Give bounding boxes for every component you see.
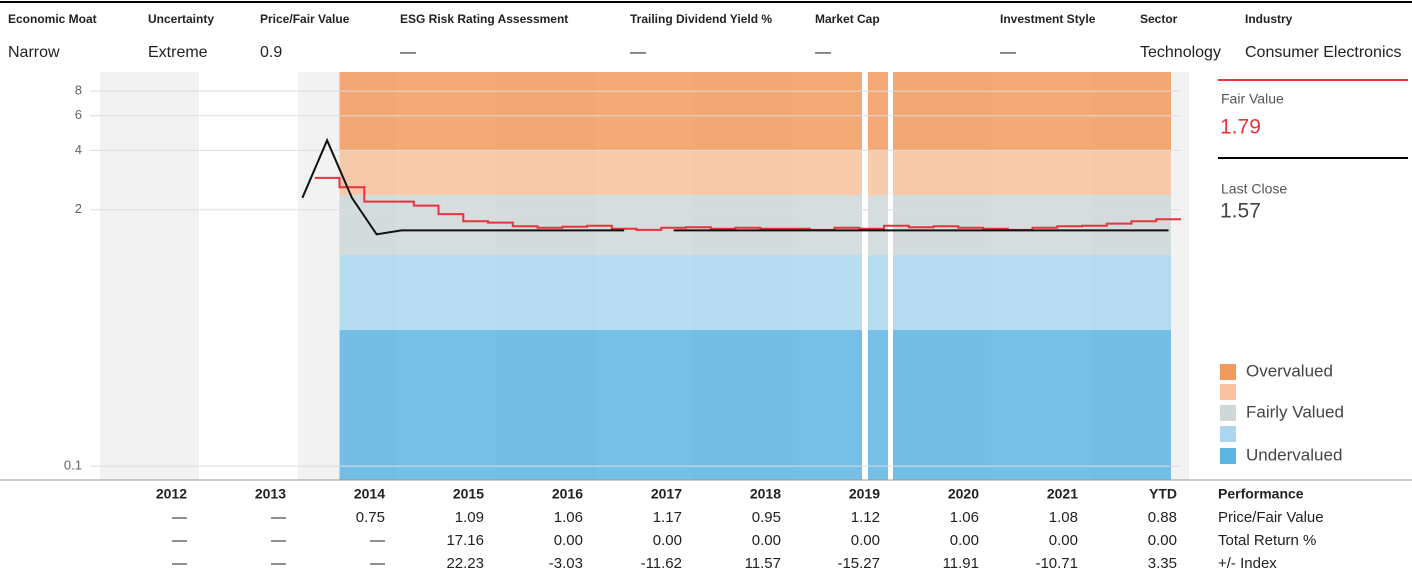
table-cell: — (370, 555, 385, 572)
header-label: Uncertainty (148, 12, 214, 26)
table-cell: -15.27 (837, 555, 880, 572)
table-cell: — (172, 532, 187, 549)
table-cell: -10.71 (1035, 555, 1078, 572)
legend-label: Fairly Valued (1246, 402, 1344, 421)
header-label: Price/Fair Value (260, 12, 350, 26)
valuation-band (339, 255, 1171, 330)
table-cell: 11.91 (943, 555, 979, 572)
header-value: — (1000, 44, 1016, 61)
year-label: 2016 (552, 486, 583, 502)
table-cell: 0.00 (752, 532, 781, 549)
series-line (301, 137, 1169, 236)
table-cell: — (271, 532, 286, 549)
year-label: 2019 (849, 486, 880, 502)
table-cell: — (271, 555, 286, 572)
table-cell: 0.00 (1148, 532, 1177, 549)
table-cell: — (172, 555, 187, 572)
header-label: Economic Moat (8, 12, 97, 26)
y-tick-label: 0.1 (64, 458, 82, 473)
table-cell: 0.95 (752, 509, 781, 526)
table-cell: 0.00 (950, 532, 979, 549)
last-close-label: Last Close (1221, 181, 1287, 197)
year-label: 2014 (354, 486, 385, 502)
valuation-band (339, 72, 1171, 150)
year-label: 2012 (156, 486, 187, 502)
row-label: Total Return % (1218, 532, 1316, 549)
header-label: Sector (1140, 12, 1178, 26)
table-cell: 17.16 (446, 532, 484, 549)
valuation-band (339, 195, 1171, 255)
header-value: Extreme (148, 44, 208, 61)
legend-label: Overvalued (1246, 361, 1333, 380)
legend-swatch (1220, 384, 1236, 400)
fair-value-value: 1.79 (1220, 116, 1261, 139)
table-cell: 22.23 (446, 555, 484, 572)
header-label: Trailing Dividend Yield % (630, 12, 772, 26)
legend-swatch (1220, 405, 1236, 421)
table-cell: 1.12 (851, 509, 880, 526)
y-tick-label: 2 (75, 201, 82, 216)
table-cell: 0.00 (554, 532, 583, 549)
year-label: 2021 (1047, 486, 1078, 502)
legend-swatch (1220, 448, 1236, 464)
header-label: ESG Risk Rating Assessment (400, 12, 568, 26)
header-value: Narrow (8, 44, 60, 61)
year-label: 2013 (255, 486, 286, 502)
year-label: YTD (1149, 486, 1177, 502)
header-value: 0.9 (260, 44, 282, 61)
valuation-band (339, 150, 1171, 195)
year-label: 2018 (750, 486, 781, 502)
valuation-band (339, 330, 1171, 480)
y-tick-label: 8 (75, 83, 82, 98)
table-cell: 1.06 (554, 509, 583, 526)
y-tick-label: 6 (75, 107, 82, 122)
header-value: Technology (1140, 44, 1221, 61)
table-cell: 1.17 (653, 509, 682, 526)
header-value: Consumer Electronics (1245, 44, 1402, 61)
row-label: +/- Index (1218, 555, 1277, 572)
header-label: Market Cap (815, 12, 880, 26)
table-cell: 0.75 (356, 509, 385, 526)
table-cell: 3.35 (1148, 555, 1177, 572)
y-tick-label: 4 (75, 142, 82, 157)
table-cell: 0.00 (1049, 532, 1078, 549)
table-cell: 0.00 (653, 532, 682, 549)
series-line (314, 176, 1181, 231)
row-label: Price/Fair Value (1218, 509, 1324, 526)
plot-background (90, 72, 1189, 480)
table-cell: -11.62 (641, 555, 682, 572)
fair-value-label: Fair Value (1221, 91, 1284, 107)
table-cell: 0.00 (851, 532, 880, 549)
band-gap (862, 72, 868, 480)
table-cell: — (172, 509, 187, 526)
table-cell: — (271, 509, 286, 526)
table-cell: 1.09 (455, 509, 484, 526)
header-label: Investment Style (1000, 12, 1096, 26)
legend-swatch (1220, 426, 1236, 442)
legend-label: Undervalued (1246, 445, 1342, 464)
table-cell: 0.88 (1148, 509, 1177, 526)
table-title: Performance (1218, 486, 1304, 502)
table-cell: 11.57 (745, 555, 781, 572)
year-label: 2020 (948, 486, 979, 502)
table-cell: — (370, 532, 385, 549)
column-shade (100, 72, 199, 480)
year-label: 2015 (453, 486, 484, 502)
table-cell: -3.03 (549, 555, 583, 572)
last-close-value: 1.57 (1220, 200, 1261, 223)
header-value: — (630, 44, 646, 61)
year-label: 2017 (651, 486, 682, 502)
header-value: — (815, 44, 831, 61)
legend-swatch (1220, 364, 1236, 380)
table-cell: 1.06 (950, 509, 979, 526)
header-label: Industry (1245, 12, 1293, 26)
band-gap (888, 72, 893, 480)
table-cell: 1.08 (1049, 509, 1078, 526)
header-value: — (400, 44, 416, 61)
